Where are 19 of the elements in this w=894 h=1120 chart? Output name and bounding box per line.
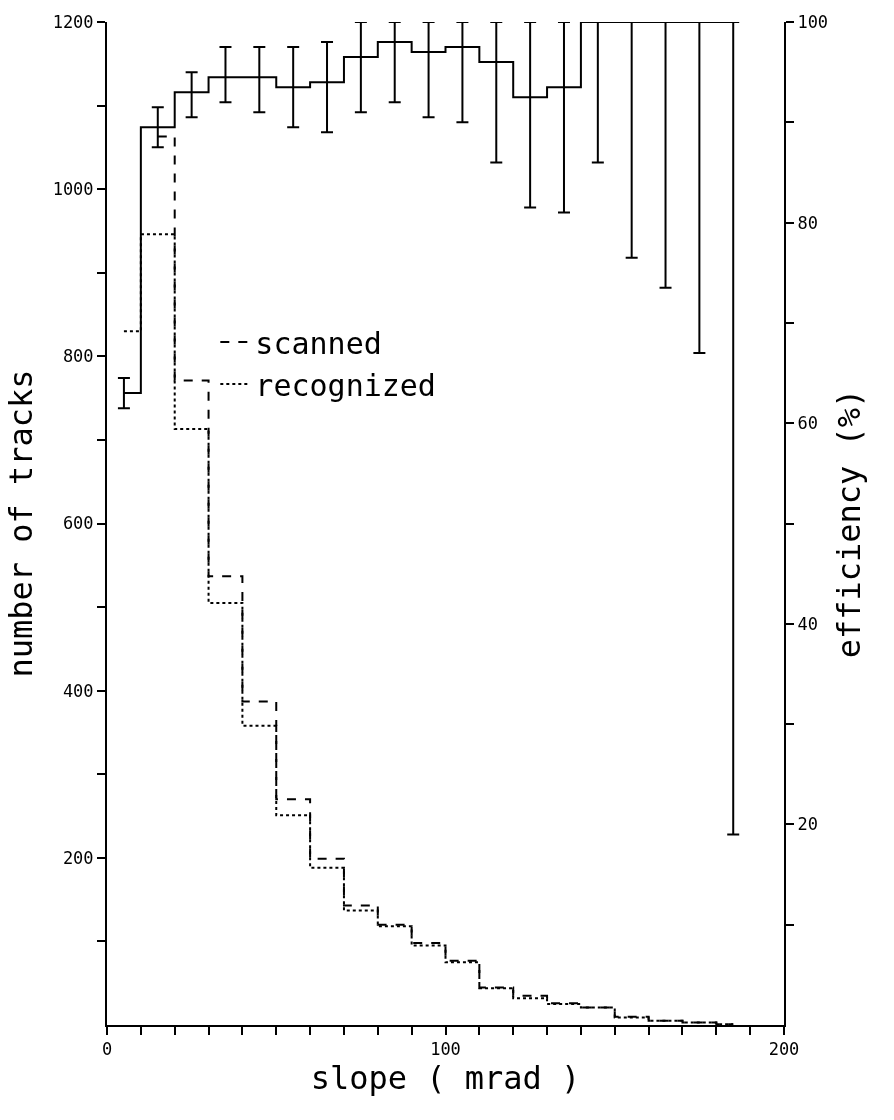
legend-label: scanned [255,325,382,361]
x-tick-label: 100 [430,1039,461,1060]
x-tick-label: 0 [101,1039,113,1060]
y2-tick-label: 100 [797,11,829,32]
y-tick-label: 200 [62,847,94,868]
y2-tick-label: 20 [797,814,818,835]
y2-tick-label: 80 [797,212,818,233]
y2-tick-label: 40 [797,613,818,634]
y2-tick-label: 60 [797,413,818,434]
y2-axis-title: efficiency (%) [829,388,868,659]
x-tick-label: 200 [768,1039,800,1060]
y-axis-title: number of tracks [2,369,41,678]
y-tick-label: 800 [62,346,94,367]
y-tick-label: 1200 [52,11,94,32]
x-axis-title: slope ( mrad ) [310,1059,581,1098]
y-tick-label: 1000 [52,179,94,200]
y-tick-label: 600 [62,513,94,534]
y-tick-label: 400 [62,680,94,701]
legend-label: recognized [255,367,436,403]
